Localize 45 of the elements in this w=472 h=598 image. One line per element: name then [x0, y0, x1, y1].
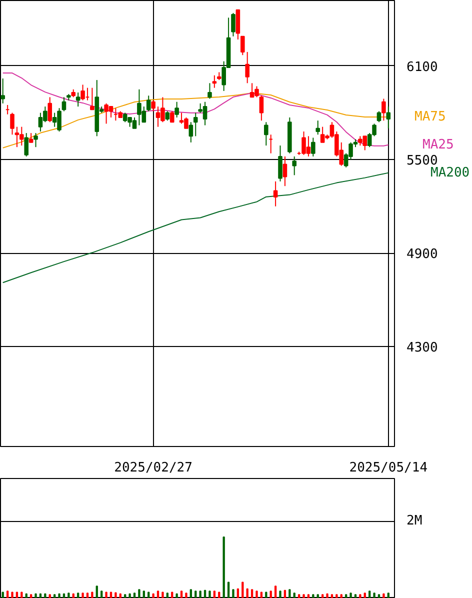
text: MA200: [430, 165, 470, 180]
candlestick: [28, 132, 34, 143]
candlestick: [76, 92, 80, 108]
candlestick: [48, 96, 52, 123]
x-tick-label: 2025/02/27: [114, 460, 192, 476]
y-tick-label: 4900: [406, 247, 438, 262]
candlestick: [151, 100, 156, 112]
candlestick: [231, 12, 236, 37]
candlestick: [236, 9, 240, 40]
line-series: [2, 72, 389, 146]
candlestick: [264, 122, 268, 146]
candlestick: [240, 36, 245, 56]
candlestick: [292, 156, 296, 176]
candlestick: [316, 120, 320, 136]
candlestick: [165, 110, 170, 122]
text: MA25: [422, 137, 454, 152]
candlestick: [311, 137, 316, 157]
candlestick: [170, 110, 174, 123]
candlestick: [34, 132, 38, 148]
candlestick: [188, 122, 194, 143]
y-tick-label: 4300: [406, 340, 438, 356]
candlestick: [90, 87, 94, 110]
candlestick: [174, 101, 179, 118]
y-tick-label: 2M: [406, 514, 422, 529]
x-tick-label: 2025/05/14: [349, 460, 428, 476]
candlestick: [259, 95, 264, 122]
candlestick: [10, 112, 14, 136]
candlestick: [212, 74, 217, 88]
candlestick: [376, 110, 382, 123]
candlestick: [193, 112, 198, 137]
candlestick: [62, 96, 66, 112]
candlestick: [278, 145, 282, 182]
candlestick: [80, 84, 85, 101]
candlestick: [0, 78, 5, 104]
candlestick: [24, 132, 29, 157]
candlestick: [245, 51, 250, 84]
candlestick: [386, 106, 391, 129]
text: MA75: [414, 109, 446, 124]
candlestick: [273, 180, 278, 207]
line-series: [2, 172, 389, 284]
candlestick: [382, 98, 386, 122]
candlestick: [208, 82, 212, 100]
candlestick: [282, 156, 288, 187]
candlestick: [146, 95, 151, 112]
y-tick-label: 6100: [406, 60, 438, 75]
